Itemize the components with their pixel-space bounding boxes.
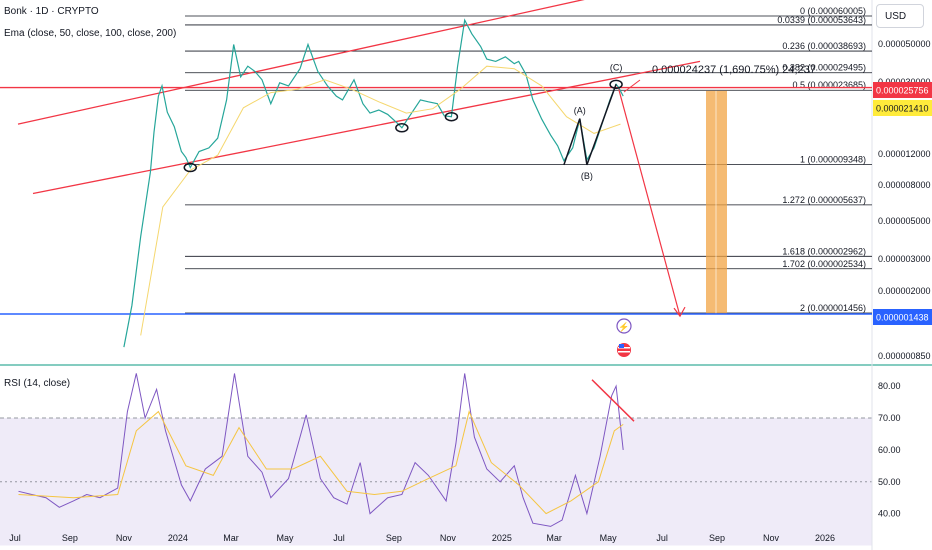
time-axis-label: 2026 bbox=[815, 533, 835, 543]
support-price-tag-bg bbox=[873, 309, 932, 325]
ema-legend[interactable]: Ema (close, 50, close, 100, close, 200) bbox=[4, 28, 177, 39]
ema-series-line bbox=[140, 65, 621, 336]
rsi-tick-label: 40.00 bbox=[878, 509, 901, 519]
fib-level-label: 0.0339 (0.000053643) bbox=[777, 15, 866, 25]
price-tick-label: 0.000005000 bbox=[878, 216, 931, 226]
time-axis-label: Nov bbox=[116, 533, 133, 543]
fib-level-label: 0.5 (0.000023685) bbox=[792, 80, 866, 90]
fib-level-label: 1.702 (0.000002534) bbox=[782, 259, 866, 269]
time-axis-label: 2025 bbox=[492, 533, 512, 543]
time-axis-label: Sep bbox=[62, 533, 78, 543]
price-tick-label: 0.000050000 bbox=[878, 39, 931, 49]
price-tick-label: 0.000002000 bbox=[878, 286, 931, 296]
lightning-event-icon bbox=[616, 318, 632, 334]
fib-level-label: 0.236 (0.000038693) bbox=[782, 41, 866, 51]
fib-level-label: 0 (0.000060005) bbox=[800, 6, 866, 16]
time-axis-label: May bbox=[276, 533, 294, 543]
rsi-tick-label: 60.00 bbox=[878, 445, 901, 455]
target-arrow-head bbox=[673, 306, 686, 318]
time-axis-label: Jul bbox=[333, 533, 345, 543]
time-axis-label: Nov bbox=[763, 533, 780, 543]
time-axis-label: Jul bbox=[9, 533, 21, 543]
lightning-glyph: ⚡ bbox=[618, 321, 629, 333]
wave-label-c: (C) bbox=[610, 62, 623, 72]
time-axis-label: Sep bbox=[709, 533, 725, 543]
time-axis-label: Mar bbox=[546, 533, 562, 543]
target-arrow-line bbox=[618, 89, 681, 317]
wave-label-a: (A) bbox=[574, 106, 586, 116]
wave-label-b: (B) bbox=[581, 171, 593, 181]
price-series-line bbox=[123, 18, 624, 348]
flag-canton bbox=[619, 344, 624, 348]
time-axis-label: Nov bbox=[440, 533, 457, 543]
projection-label: 0.000024237 (1,690.75%) 24,237 bbox=[652, 64, 816, 76]
price-tick-label: 0.000012000 bbox=[878, 149, 931, 159]
flag-stripe bbox=[618, 351, 630, 353]
time-axis-label: 2024 bbox=[168, 533, 188, 543]
time-axis-label: May bbox=[600, 533, 618, 543]
support-price-tag: 0.000001438 bbox=[876, 313, 929, 323]
currency-button[interactable]: USD bbox=[876, 4, 924, 28]
channel-lower-line bbox=[32, 60, 701, 195]
fib-level-label: 1 (0.000009348) bbox=[800, 154, 866, 164]
channel-upper-line bbox=[17, 0, 585, 125]
rsi-divergence-line bbox=[591, 379, 635, 422]
ema-price-tag-bg bbox=[873, 100, 932, 116]
current-price-tag: 0.000025756 bbox=[876, 86, 929, 96]
time-axis-label: Jul bbox=[656, 533, 668, 543]
pivot-circle bbox=[609, 79, 623, 90]
rsi-tick-label: 70.00 bbox=[878, 413, 901, 423]
fib-level-label: 0.382 (0.000029495) bbox=[782, 63, 866, 73]
time-axis-label: Sep bbox=[386, 533, 402, 543]
fib-level-label: 1.618 (0.000002962) bbox=[782, 246, 866, 256]
projection-pointer bbox=[623, 79, 641, 93]
pivot-circle bbox=[444, 111, 459, 122]
pivot-circle bbox=[395, 123, 409, 133]
current-price-tag-bg bbox=[873, 82, 932, 98]
fib-level-label: 2 (0.000001456) bbox=[800, 303, 866, 313]
price-tick-label: 0.000000850 bbox=[878, 351, 931, 361]
rsi-tick-label: 50.00 bbox=[878, 477, 901, 487]
rsi-tick-label: 80.00 bbox=[878, 381, 901, 391]
wave-path bbox=[563, 84, 617, 166]
pivot-circle bbox=[183, 162, 198, 173]
price-tick-label: 0.000008000 bbox=[878, 180, 931, 190]
time-axis-label: Mar bbox=[223, 533, 239, 543]
symbol-title[interactable]: Bonk · 1D · CRYPTO bbox=[4, 6, 99, 17]
rsi-legend[interactable]: RSI (14, close) bbox=[4, 378, 71, 389]
ema-price-tag: 0.000021410 bbox=[876, 104, 929, 114]
price-tick-label: 0.000003000 bbox=[878, 254, 931, 264]
fib-level-label: 1.272 (0.000005637) bbox=[782, 195, 866, 205]
rsi-ma-line bbox=[18, 410, 624, 515]
rsi-line bbox=[18, 373, 624, 527]
